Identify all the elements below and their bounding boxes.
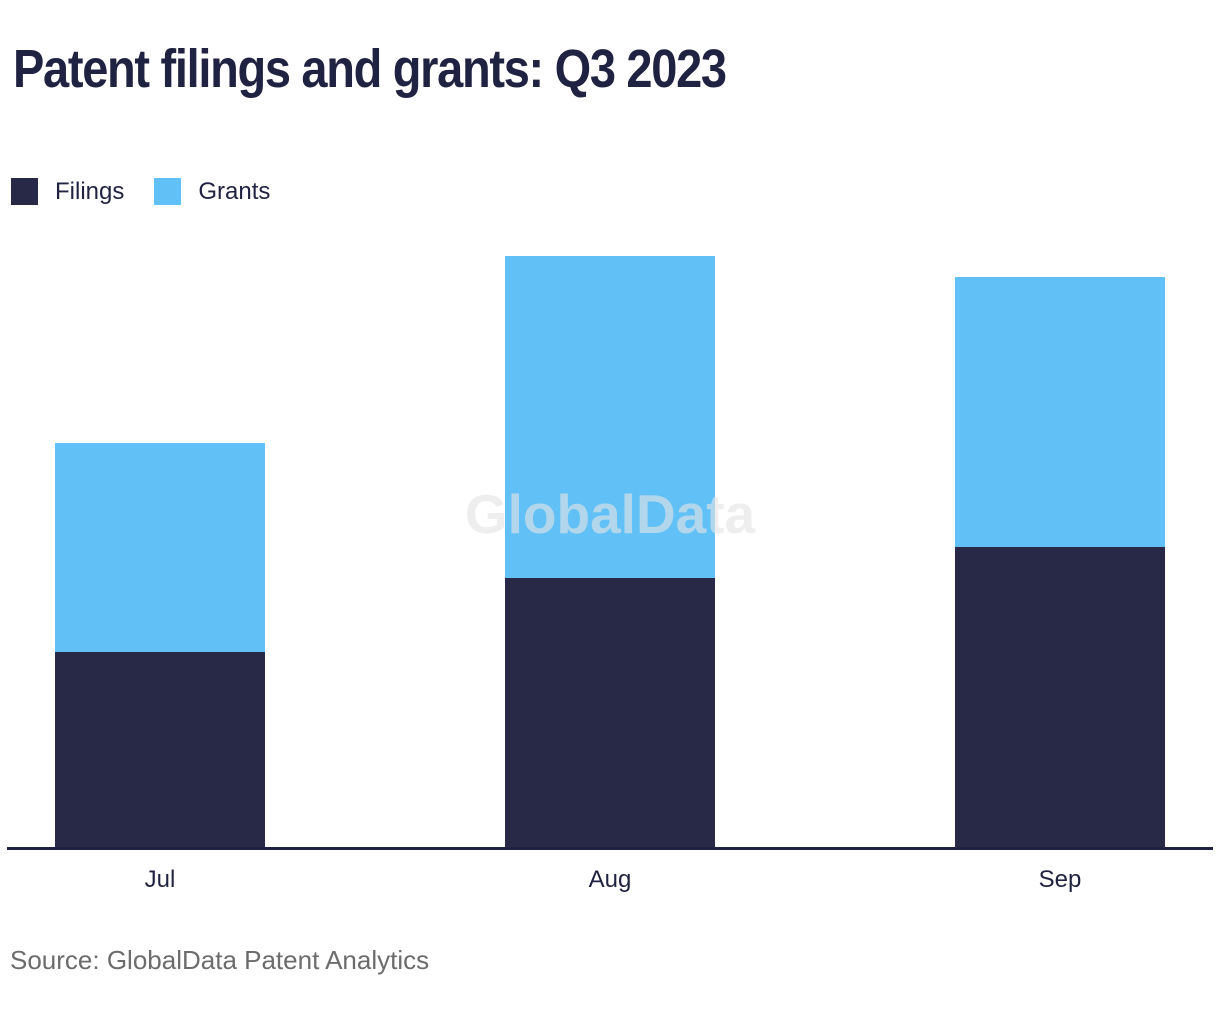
filings-legend-label: Filings (55, 178, 125, 205)
legend: Filings Grants (11, 178, 300, 205)
bar-sep (955, 277, 1165, 848)
bar-segment-filings-jul (55, 652, 265, 848)
x-tick-label-sep: Sep (1038, 866, 1082, 893)
bar-segment-grants-jul (55, 443, 265, 652)
bar-jul (55, 443, 265, 848)
chart-title: Patent filings and grants: Q3 2023 (13, 39, 727, 99)
source-note: Source: GlobalData Patent Analytics (10, 945, 430, 975)
x-axis-line (7, 847, 1213, 850)
legend-item-grants: Grants (154, 178, 270, 205)
filings-swatch-icon (11, 178, 38, 205)
x-tick-label-aug: Aug (588, 866, 632, 893)
bar-segment-filings-sep (955, 547, 1165, 848)
bar-aug (505, 256, 715, 848)
bar-segment-grants-sep (955, 277, 1165, 547)
x-tick-label-jul: Jul (144, 866, 176, 893)
grants-legend-label: Grants (198, 178, 271, 205)
legend-item-filings: Filings (11, 178, 124, 205)
bar-segment-grants-aug (505, 256, 715, 578)
grants-swatch-icon (154, 178, 182, 205)
bar-segment-filings-aug (505, 578, 715, 848)
